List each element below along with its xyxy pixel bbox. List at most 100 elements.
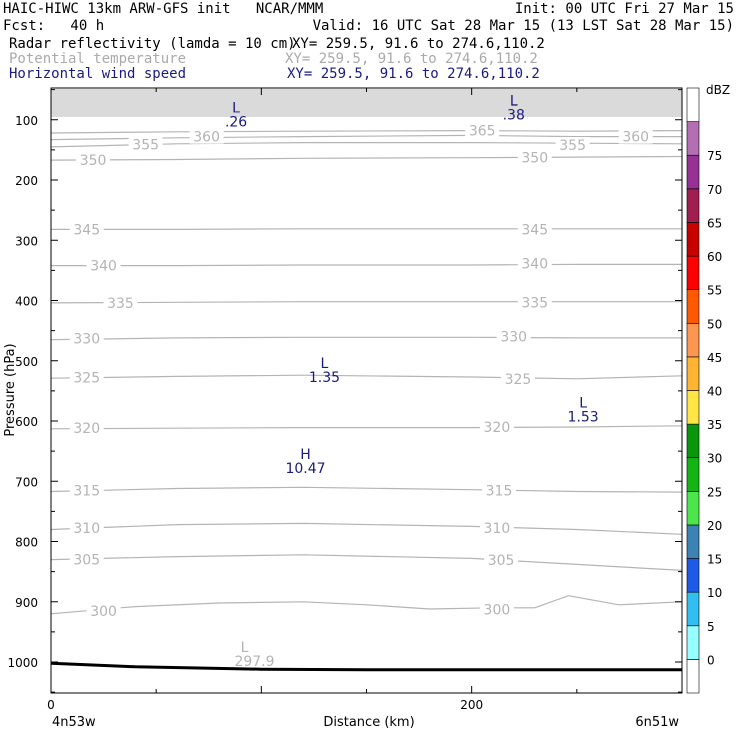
colorbar-swatch bbox=[686, 255, 700, 290]
x-start-location: 4n53w bbox=[52, 715, 96, 730]
wind-extreme-value: .26 bbox=[225, 115, 247, 131]
colorbar-swatch bbox=[686, 457, 700, 492]
theta-label-bg bbox=[76, 152, 111, 168]
colorbar-label: 55 bbox=[707, 284, 722, 298]
theta-label-bg bbox=[496, 328, 531, 344]
colorbar-swatch bbox=[686, 491, 700, 526]
colorbar-swatch bbox=[686, 625, 700, 660]
theta-contour-labels: 300 300 305 305 310 310 315 315 320 320 325 325 330 3… bbox=[69, 122, 653, 620]
colorbar-swatch bbox=[686, 390, 700, 425]
wind-extreme-marker: H bbox=[300, 447, 311, 463]
theta-label-bg bbox=[128, 136, 163, 152]
colorbar-label: 40 bbox=[707, 385, 722, 399]
y-tick-label: 200 bbox=[15, 174, 38, 188]
colorbar-swatch bbox=[686, 121, 700, 156]
y-tick-label: 800 bbox=[15, 536, 38, 550]
header-xy-reflectivity: XY= 259.5, 91.6 to 274.6,110.2 bbox=[292, 36, 545, 52]
axes: 100 200 300 400 500 600 700 800 900 1000 0 200 bbox=[7, 88, 683, 712]
theta-label-bg bbox=[189, 128, 224, 144]
theta-label-bg bbox=[69, 420, 104, 436]
header-xy-wind: XY= 259.5, 91.6 to 274.6,110.2 bbox=[287, 66, 540, 82]
theta-label-340: 340 bbox=[90, 259, 117, 275]
colorbar-label: 20 bbox=[707, 519, 722, 533]
y-axis-label: Pressure (hPa) bbox=[3, 343, 18, 436]
theta-contour-320 bbox=[51, 425, 682, 430]
theta-contour-315 bbox=[51, 486, 682, 493]
x-end-location: 6n51w bbox=[635, 715, 679, 730]
upper-level-contour-band bbox=[51, 87, 682, 117]
x-axis-label: Distance (km) bbox=[323, 715, 414, 730]
theta-label-320: 320 bbox=[73, 421, 100, 437]
theta-label-bg bbox=[479, 419, 514, 435]
theta-label-bg bbox=[69, 551, 104, 567]
theta-label-bg bbox=[69, 369, 104, 385]
theta-label-355: 355 bbox=[132, 137, 159, 153]
theta-label-bg bbox=[69, 221, 104, 237]
colorbar-label: 75 bbox=[707, 149, 722, 163]
theta-label-315: 315 bbox=[73, 483, 100, 499]
y-tick-label: 100 bbox=[15, 114, 38, 128]
theta-label-320: 320 bbox=[484, 420, 511, 436]
wind-extreme-value: .38 bbox=[503, 107, 525, 123]
colorbar-label: 15 bbox=[707, 553, 722, 567]
theta-label-365: 365 bbox=[469, 124, 496, 140]
theta-min-marker: L bbox=[241, 640, 249, 656]
colorbar-label: 45 bbox=[707, 351, 722, 365]
theta-label-bg bbox=[69, 482, 104, 498]
theta-label-bg bbox=[69, 330, 104, 346]
wind-extreme-value: 1.35 bbox=[309, 370, 340, 386]
theta-label-310: 310 bbox=[73, 521, 100, 537]
colorbar-label: 50 bbox=[707, 317, 722, 331]
colorbar-swatch bbox=[686, 356, 700, 391]
colorbar-swatch bbox=[686, 87, 700, 122]
theta-label-bg bbox=[479, 520, 514, 536]
colorbar-label: 25 bbox=[707, 485, 722, 499]
theta-contour-300 bbox=[51, 595, 682, 615]
theta-label-345: 345 bbox=[521, 222, 548, 238]
theta-contour-340 bbox=[51, 263, 682, 267]
colorbar-swatch bbox=[686, 188, 700, 223]
theta-label-310: 310 bbox=[484, 521, 511, 537]
theta-label-bg bbox=[517, 221, 552, 237]
theta-contour-365 bbox=[51, 129, 682, 134]
theta-label-bg bbox=[482, 482, 517, 498]
theta-label-350: 350 bbox=[80, 153, 107, 169]
colorbar-label: 60 bbox=[707, 250, 722, 264]
theta-contour-330 bbox=[51, 336, 682, 341]
theta-contour-345 bbox=[51, 228, 682, 230]
theta-label-bg bbox=[618, 128, 653, 144]
header-valid-time: Valid: 16 UTC Sat 28 Mar 15 (13 LST Sat … bbox=[312, 18, 734, 34]
colorbar-label: 35 bbox=[707, 418, 722, 432]
theta-label-335: 335 bbox=[107, 296, 134, 312]
theta-label-345: 345 bbox=[73, 222, 100, 238]
header-xy-theta: XY= 259.5, 91.6 to 274.6,110.2 bbox=[285, 51, 538, 67]
y-tick-label: 700 bbox=[15, 475, 38, 489]
theta-label-305: 305 bbox=[73, 553, 100, 569]
theta-contour-335 bbox=[51, 301, 682, 304]
theta-contour-350 bbox=[51, 155, 682, 161]
theta-label-bg bbox=[86, 257, 121, 273]
theta-label-bg bbox=[555, 137, 590, 153]
colorbar-swatch bbox=[686, 558, 700, 593]
theta-contours bbox=[51, 129, 682, 615]
theta-label-bg bbox=[86, 602, 121, 618]
y-tick-label: 400 bbox=[15, 295, 38, 309]
colorbar-label: 5 bbox=[707, 620, 715, 634]
theta-label-bg bbox=[103, 294, 138, 310]
theta-label-305: 305 bbox=[488, 553, 515, 569]
theta-contour-305 bbox=[51, 554, 682, 571]
colorbar-swatch bbox=[686, 322, 700, 358]
theta-label-bg bbox=[500, 370, 535, 386]
colorbar-swatch bbox=[686, 154, 700, 190]
wind-extreme-marker: L bbox=[321, 356, 329, 372]
theta-label-300: 300 bbox=[484, 603, 511, 619]
theta-label-bg bbox=[484, 552, 519, 568]
x-tick-label: 0 bbox=[47, 698, 55, 712]
colorbar-swatch bbox=[686, 423, 700, 459]
theta-label-bg bbox=[517, 255, 552, 271]
header-init-time: Init: 00 UTC Fri 27 Mar 15 bbox=[514, 1, 734, 17]
colorbar-label: 65 bbox=[707, 216, 722, 230]
colorbar-unit: dBZ bbox=[706, 83, 730, 97]
